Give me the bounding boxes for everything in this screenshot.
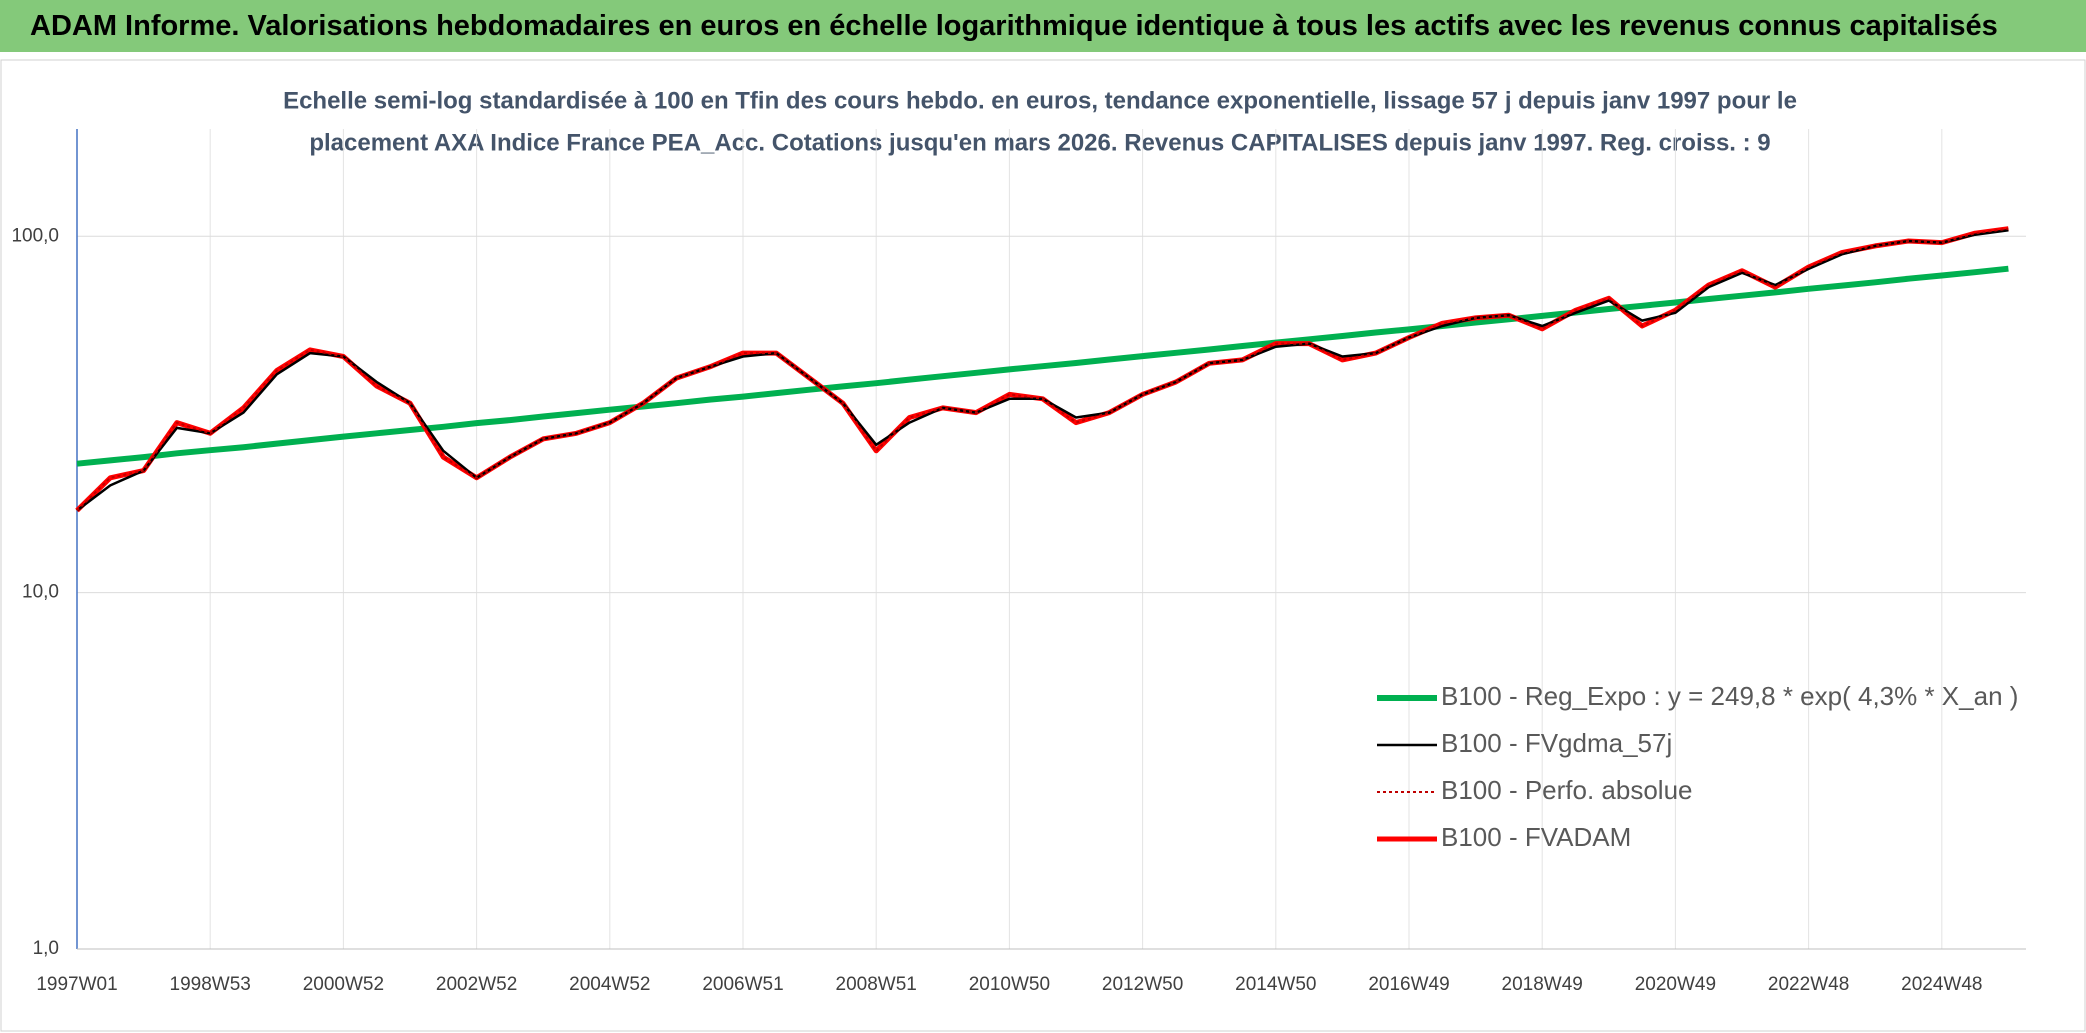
x-tick-label: 1998W53: [170, 974, 251, 995]
y-tick-label: 10,0: [22, 582, 59, 603]
x-tick-label: 2010W50: [969, 974, 1050, 995]
y-tick-label: 1,0: [33, 938, 59, 959]
x-tick-label: 1997W01: [36, 974, 117, 995]
x-tick-label: 2002W52: [436, 974, 517, 995]
subtitle: placement AXA Indice France PEA_Acc. Cot…: [309, 129, 1770, 156]
x-tick-label: 2018W49: [1502, 974, 1583, 995]
y-tick-label: 100,0: [11, 225, 59, 246]
x-tick-label: 2022W48: [1768, 974, 1849, 995]
x-tick-label: 2008W51: [836, 974, 917, 995]
series-line: [76, 227, 2009, 512]
x-tick-label: 2024W48: [1901, 974, 1982, 995]
x-tick-label: 2012W50: [1102, 974, 1183, 995]
legend-label: B100 - FVgdma_57j: [1441, 728, 1672, 758]
chart: Echelle semi-log standardisée à 100 en T…: [0, 59, 2086, 1032]
x-tick-label: 2006W51: [702, 974, 783, 995]
x-tick-label: 2016W49: [1368, 974, 1449, 995]
legend-label: B100 - FVADAM: [1441, 822, 1631, 852]
x-tick-label: 2004W52: [569, 974, 650, 995]
x-tick-label: 2000W52: [303, 974, 384, 995]
title-bar: ADAM Informe. Valorisations hebdomadaire…: [0, 0, 2086, 52]
legend-label: B100 - Perfo. absolue: [1441, 775, 1693, 805]
x-tick-label: 2014W50: [1235, 974, 1316, 995]
page-title: ADAM Informe. Valorisations hebdomadaire…: [30, 10, 1998, 42]
chart-frame: [0, 59, 2086, 1032]
subtitle: Echelle semi-log standardisée à 100 en T…: [283, 87, 1797, 114]
x-tick-label: 2020W49: [1635, 974, 1716, 995]
legend-label: B100 - Reg_Expo : y = 249,8 * exp( 4,3% …: [1441, 681, 2018, 711]
